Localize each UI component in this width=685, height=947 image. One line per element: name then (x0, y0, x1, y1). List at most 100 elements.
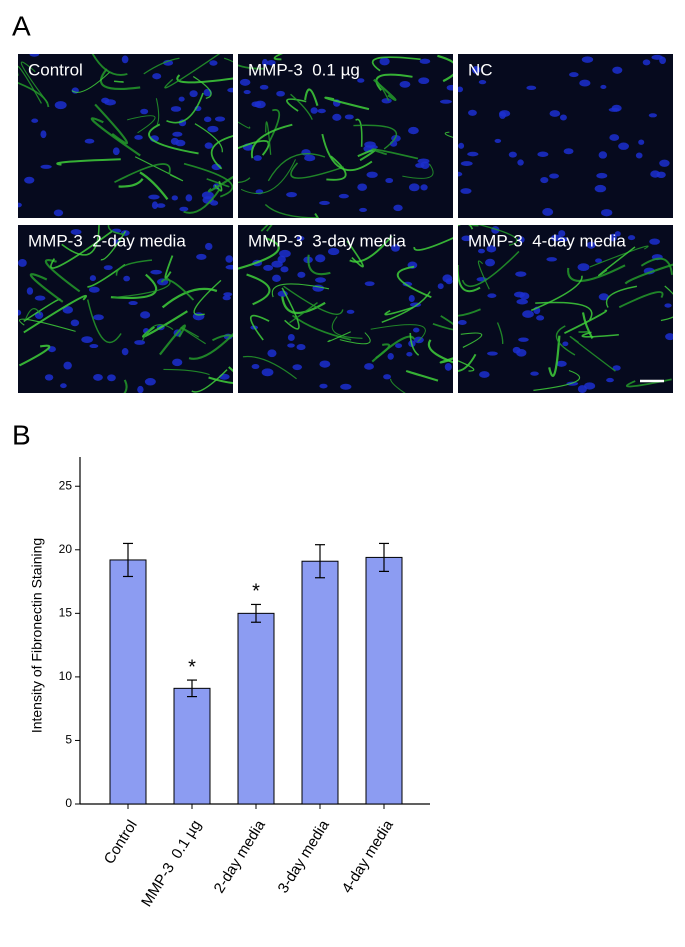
fiber (598, 246, 636, 277)
nucleus (442, 274, 453, 283)
nucleus (439, 99, 452, 104)
nucleus (486, 245, 497, 253)
nucleus (387, 352, 394, 360)
nucleus (611, 104, 622, 112)
nucleus (225, 255, 233, 263)
fiber (246, 273, 271, 306)
nucleus (478, 248, 485, 254)
micrograph-bg (238, 54, 453, 218)
fiber (371, 335, 416, 363)
nucleus (89, 275, 97, 282)
fiber (548, 335, 561, 377)
nucleus (522, 310, 534, 318)
nucleus (665, 333, 673, 341)
micrograph (238, 225, 453, 393)
panel-caption: MMP-3 4-day media (468, 231, 626, 250)
fiber (327, 331, 351, 343)
fiber (589, 245, 649, 268)
nucleus (189, 90, 198, 98)
fiber (555, 325, 576, 356)
nucleus (471, 65, 481, 74)
fiber (461, 250, 520, 288)
fiber (432, 315, 453, 331)
panel-label: A (12, 10, 31, 41)
fiber (166, 92, 204, 124)
nucleus (415, 163, 425, 168)
micrograph (18, 54, 233, 218)
nucleus (487, 293, 497, 298)
micrograph-bg (238, 225, 453, 393)
fiber (535, 301, 593, 321)
y-axis-label: Intensity of Fibronectin Staining (29, 538, 45, 733)
fiber (250, 314, 270, 341)
nucleus (286, 192, 297, 198)
nucleus (107, 374, 116, 382)
nucleus (340, 383, 352, 390)
fiber (406, 370, 439, 382)
fiber (240, 159, 297, 194)
panel-caption: Control (28, 60, 83, 79)
nucleus (150, 269, 163, 275)
nucleus (227, 87, 233, 93)
nucleus (310, 107, 318, 114)
nucleus (478, 80, 487, 85)
nucleus (569, 72, 579, 78)
fiber (250, 123, 293, 159)
fiber (191, 369, 228, 393)
fiber (290, 162, 345, 179)
nucleus (134, 135, 143, 140)
fiber (194, 123, 223, 153)
nucleus (458, 319, 467, 325)
nucleus (513, 291, 526, 298)
fiber (159, 324, 186, 356)
bar (109, 559, 147, 805)
fiber (304, 88, 319, 107)
nucleus (243, 89, 251, 95)
fiber (290, 93, 313, 120)
nucleus (338, 193, 349, 199)
fiber (413, 237, 453, 251)
nucleus (526, 85, 537, 91)
nucleus (460, 188, 472, 194)
nucleus (70, 319, 80, 327)
nucleus (612, 66, 623, 74)
fiber (307, 254, 331, 276)
nucleus (458, 142, 465, 149)
nucleus (225, 264, 233, 270)
fiber (188, 332, 233, 360)
fiber (183, 188, 221, 214)
bar-chart: 0 5 10 15 20 25 Intensity of Fibronectin Stain… (29, 457, 430, 910)
fiber (267, 153, 326, 182)
fiber (61, 225, 100, 256)
y-tick-label: 0 (65, 796, 72, 810)
nucleus (417, 158, 430, 164)
nucleus (598, 293, 609, 301)
nucleus (437, 283, 444, 290)
nucleus (292, 364, 303, 371)
nucleus (609, 134, 620, 141)
nucleus (170, 106, 182, 112)
nucleus (385, 178, 394, 184)
fiber (381, 291, 431, 324)
nucleus (88, 286, 100, 293)
nucleus (103, 265, 113, 271)
fiber (355, 118, 363, 147)
nucleus (467, 151, 479, 157)
nucleus (276, 90, 285, 97)
nucleus (558, 230, 566, 237)
nucleus (546, 257, 558, 262)
bar (173, 687, 211, 805)
nucleus (659, 56, 666, 65)
nucleus (583, 382, 596, 390)
fiber (163, 368, 210, 376)
fiber (113, 80, 124, 83)
nucleus (627, 235, 636, 241)
fiber (496, 322, 504, 344)
nucleus (178, 96, 185, 102)
fiber (212, 334, 233, 342)
nucleus (499, 110, 511, 117)
nucleus (559, 237, 569, 242)
nucleus (222, 295, 231, 301)
nucleus (239, 78, 251, 86)
fiber (533, 369, 581, 391)
